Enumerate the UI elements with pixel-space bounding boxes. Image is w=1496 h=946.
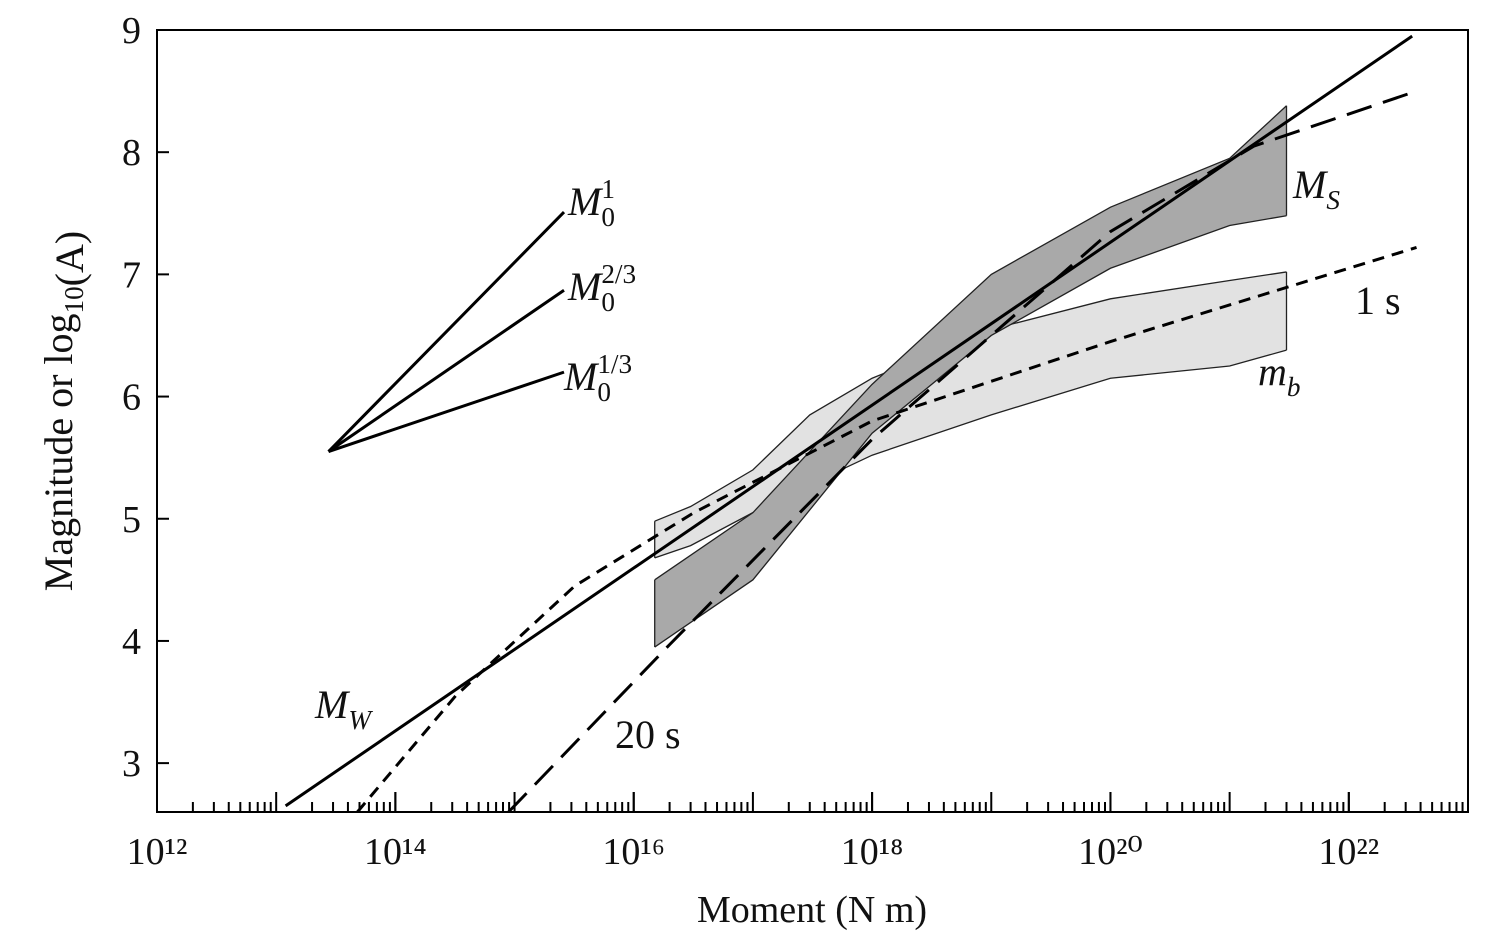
slope-guide-label: M02/3	[567, 259, 636, 317]
y-tick-label: 9	[122, 10, 141, 52]
y-axis-label-tail: (A)	[47, 231, 92, 287]
slope-guide-label-base: M	[567, 264, 604, 309]
band-upper-edge	[654, 271, 1287, 522]
slope-guide-label-base: M	[567, 179, 604, 224]
y-tick-label: 3	[122, 743, 141, 785]
slope-guide-label-base: M	[563, 354, 600, 399]
y-tick-label: 6	[122, 377, 141, 419]
series-label: 20 s	[615, 712, 681, 757]
series-line	[356, 246, 1417, 813]
series-label-base: 20 s	[615, 712, 681, 757]
series-label: MW	[314, 682, 373, 735]
y-tick-label: 7	[122, 254, 141, 296]
slope-guide-label: M01/3	[563, 349, 632, 407]
series-label-sub: W	[348, 705, 373, 735]
slope-guide-label-sub: 0	[601, 202, 615, 232]
slope-guide-label-sub: 0	[597, 377, 611, 407]
slope-guide	[327, 289, 565, 453]
slope-guide	[328, 370, 565, 453]
series-label-base: 1 s	[1355, 278, 1401, 323]
x-tick-label: 10¹⁶	[602, 831, 665, 873]
band-fill	[654, 271, 1287, 558]
y-tick-label: 8	[122, 132, 141, 174]
band-label-sub: S	[1326, 185, 1340, 215]
x-tick-label: 10²²	[1318, 831, 1379, 873]
series-label-base: M	[314, 682, 351, 727]
band-upper-edge	[654, 105, 1287, 581]
series-line	[507, 89, 1418, 814]
band-label-sub: b	[1287, 372, 1301, 402]
plot-frame	[156, 29, 1469, 813]
band-label: mb	[1258, 349, 1300, 402]
slope-guide-label-sup: 1	[601, 174, 615, 204]
band-lower-edge	[654, 349, 1287, 559]
y-axis-label: Magnitude or log10(A)	[36, 231, 92, 591]
slope-guide-label-sup: 2/3	[601, 259, 636, 289]
slope-guide-label-sub: 0	[601, 287, 615, 317]
y-tick-label: 5	[122, 499, 141, 541]
y-axis-label-sub: 10	[59, 286, 89, 313]
band-label-base: m	[1258, 349, 1287, 394]
x-tick-label: 10¹⁴	[364, 831, 427, 873]
x-tick-label: 10¹⁸	[841, 831, 904, 873]
x-tick-label: 10²⁰	[1078, 831, 1143, 873]
series-label: 1 s	[1355, 278, 1401, 323]
band-label-base: M	[1292, 162, 1329, 207]
slope-guide	[327, 211, 566, 453]
x-axis-label: Moment (N m)	[697, 889, 927, 931]
band-label: MS	[1292, 162, 1340, 215]
x-tick-label: 10¹²	[127, 831, 188, 873]
band-lower-edge	[654, 215, 1287, 648]
band-fill	[654, 105, 1287, 648]
y-axis-label-base: Magnitude or log	[36, 313, 81, 591]
y-tick-label: 4	[122, 621, 141, 663]
slope-guide-label: M01	[567, 174, 615, 232]
slope-guide-label-sup: 1/3	[597, 349, 632, 379]
